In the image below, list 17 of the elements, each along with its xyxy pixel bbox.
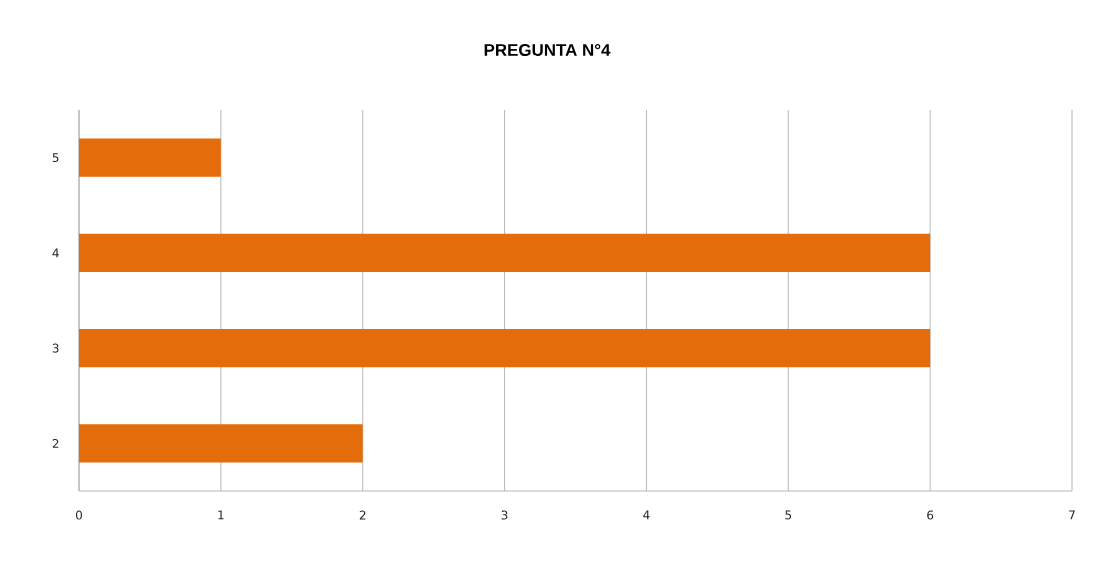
x-tick-label: 5 (785, 510, 792, 520)
y-tick-label: 2 (52, 438, 59, 448)
x-tick-label: 4 (643, 510, 650, 520)
bar (79, 233, 931, 272)
x-tick-label: 0 (75, 510, 83, 520)
bar (79, 138, 221, 177)
y-tick-label: 5 (52, 153, 59, 163)
bar (79, 329, 931, 368)
x-tick-label: 7 (1069, 510, 1075, 520)
y-tick-label: 3 (52, 343, 59, 353)
x-tick-label: 1 (218, 510, 224, 520)
x-tick-label: 6 (927, 510, 934, 520)
x-tick-label: 3 (501, 510, 508, 520)
chart-title: PREGUNTA N°4 (484, 43, 611, 56)
y-tick-label: 4 (52, 248, 59, 258)
x-tick-label: 2 (359, 510, 366, 520)
bar (79, 424, 363, 463)
